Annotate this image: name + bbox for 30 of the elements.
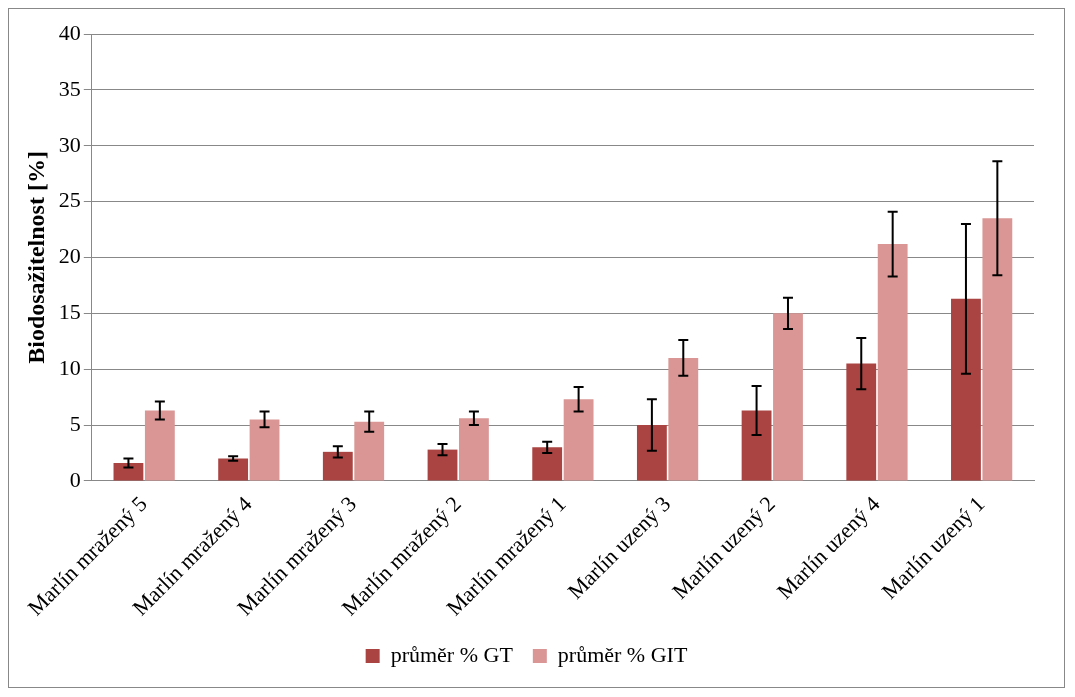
bar [113,463,144,481]
bar [354,421,385,481]
legend-label: průměr % GT [390,641,514,667]
y-tick-label: 25 [58,187,81,213]
bar [563,399,594,481]
y-tick-label: 30 [58,131,81,157]
y-tick-label: 5 [69,410,81,436]
bar [877,244,908,481]
bar [459,418,489,481]
bar [846,363,877,481]
bar [144,410,175,481]
bar [532,447,563,481]
y-tick-label: 15 [58,299,81,325]
bar [636,425,667,481]
bar [249,419,280,481]
bar [773,313,803,481]
y-tick-label: 35 [58,75,81,101]
bar [427,449,458,481]
y-axis-title: Biodosažitelnost [%] [22,151,49,364]
y-tick-label: 20 [58,243,81,269]
bar [322,451,353,481]
legend-label: průměr % GIT [557,641,688,667]
bar [951,298,981,481]
bar [668,357,699,481]
bar [741,410,772,481]
bar [218,458,249,481]
y-tick-label: 40 [58,19,81,45]
y-tick-label: 10 [58,354,81,380]
y-tick-label: 0 [69,466,81,492]
bar [982,218,1013,481]
